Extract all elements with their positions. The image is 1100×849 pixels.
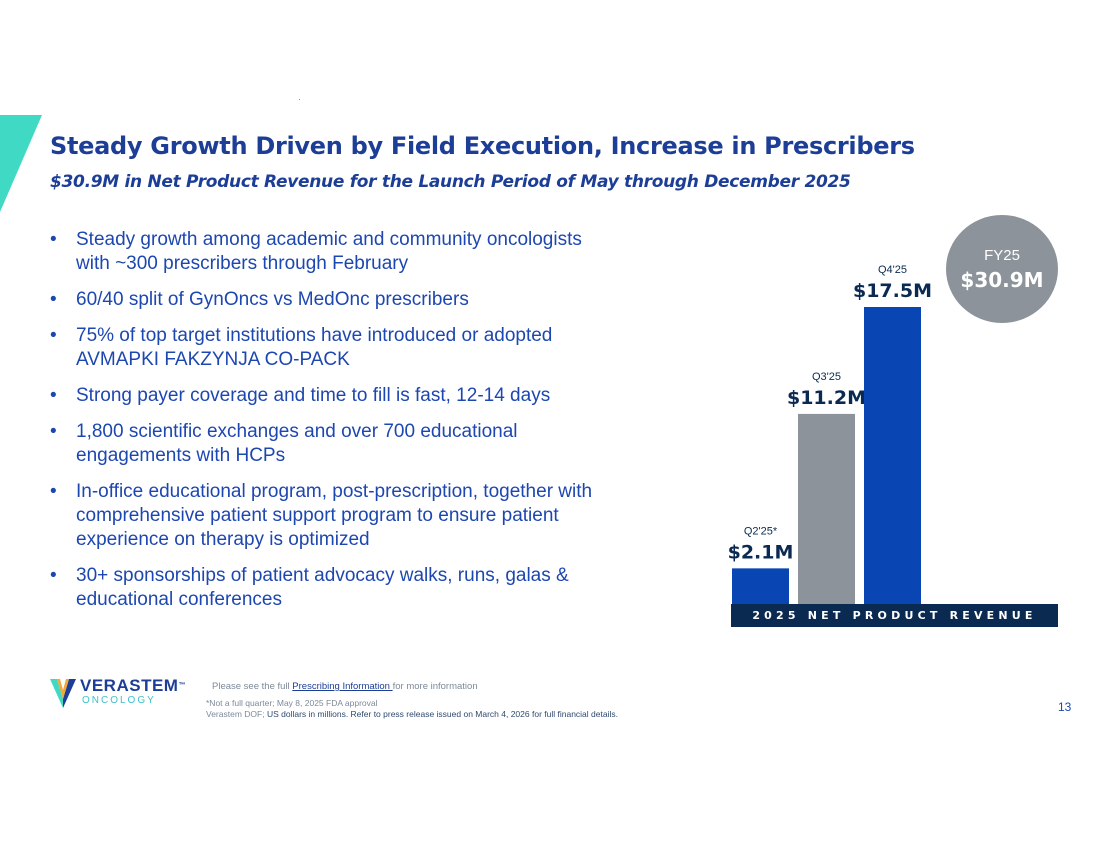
bullet-text-line: with ~300 prescribers through February [76, 253, 409, 274]
prescribing-note: Please see the full Prescribing Informat… [212, 681, 478, 692]
bar-category-label: Q2'25* [744, 525, 778, 537]
fy25-label: FY25 [984, 246, 1020, 264]
logo-wordmark: VERASTEM™ [80, 676, 186, 695]
bullet-text-line: 30+ sponsorships of patient advocacy wal… [76, 565, 569, 586]
bar-value-label: $11.2M [787, 387, 866, 409]
revenue-bar-chart: $2.1M Q2'25* $11.2M Q3'25 $17.5M Q4'25 [728, 264, 932, 604]
bullet-item: • 60/40 split of GynOncs vs MedOnc presc… [50, 288, 680, 312]
bullet-text-line: comprehensive patient support program to… [76, 505, 559, 526]
bullet-text-line: educational conferences [76, 589, 282, 610]
bullet-text-line: engagements with HCPs [76, 445, 286, 466]
fy25-value: $30.9M [960, 267, 1044, 292]
bullet-glyph: • [50, 481, 57, 502]
bullet-glyph: • [50, 421, 57, 442]
stray-dot [299, 99, 300, 100]
bullet-glyph: • [50, 229, 57, 250]
bullet-item: • 1,800 scientific exchanges and over 70… [50, 420, 680, 468]
prescribing-information-link[interactable]: Prescribing Information [292, 681, 393, 692]
bar-value-label: $17.5M [853, 280, 932, 302]
slide-title: Steady Growth Driven by Field Execution,… [50, 132, 915, 160]
bullet-item: • 30+ sponsorships of patient advocacy w… [50, 564, 680, 612]
bullet-list: • Steady growth among academic and commu… [50, 228, 680, 624]
logo-subtitle: ONCOLOGY [82, 695, 156, 706]
verastem-logo: VERASTEM™ ONCOLOGY [50, 677, 186, 709]
bullet-glyph: • [50, 385, 57, 406]
chart-title-bar: 2025 NET PRODUCT REVENUE [731, 604, 1058, 627]
bar-value-label: $2.1M [728, 541, 794, 563]
bullet-glyph: • [50, 289, 57, 310]
bullet-text-line: AVMAPKI FAKZYNJA CO-PACK [76, 349, 350, 370]
bullet-text-line: In-office educational program, post-pres… [76, 481, 593, 502]
bullet-glyph: • [50, 565, 57, 586]
bullet-text-line: experience on therapy is optimized [76, 529, 370, 550]
bar-0 [732, 568, 789, 604]
bar-1 [798, 413, 855, 604]
bullet-text-line: 1,800 scientific exchanges and over 700 … [76, 421, 518, 442]
bullet-item: • In-office educational program, post-pr… [50, 480, 680, 552]
bullet-item: • Steady growth among academic and commu… [50, 228, 680, 276]
verastem-v-icon [50, 679, 76, 708]
bullet-text-line: 75% of top target institutions have intr… [76, 325, 553, 346]
source-footnote: Verastem DOF; US dollars in millions. Re… [206, 709, 618, 719]
bullet-item: • Strong payer coverage and time to fill… [50, 384, 680, 408]
bullet-text-line: 60/40 split of GynOncs vs MedOnc prescri… [76, 289, 469, 310]
slide-subtitle: $30.9M in Net Product Revenue for the La… [50, 172, 851, 192]
bar-2 [864, 307, 921, 604]
bullet-text-line: Strong payer coverage and time to fill i… [76, 385, 551, 406]
bullet-text-line: Steady growth among academic and communi… [76, 229, 582, 250]
bullet-glyph: • [50, 325, 57, 346]
page-number: 13 [1058, 700, 1072, 714]
trademark-symbol: ™ [178, 682, 186, 689]
quarter-footnote: *Not a full quarter; May 8, 2025 FDA app… [206, 698, 378, 708]
bullet-item: • 75% of top target institutions have in… [50, 324, 680, 372]
fy25-total-badge: FY25 $30.9M [946, 215, 1058, 323]
bar-category-label: Q4'25 [878, 264, 907, 276]
bar-category-label: Q3'25 [812, 371, 841, 383]
teal-accent-shape [0, 115, 42, 212]
